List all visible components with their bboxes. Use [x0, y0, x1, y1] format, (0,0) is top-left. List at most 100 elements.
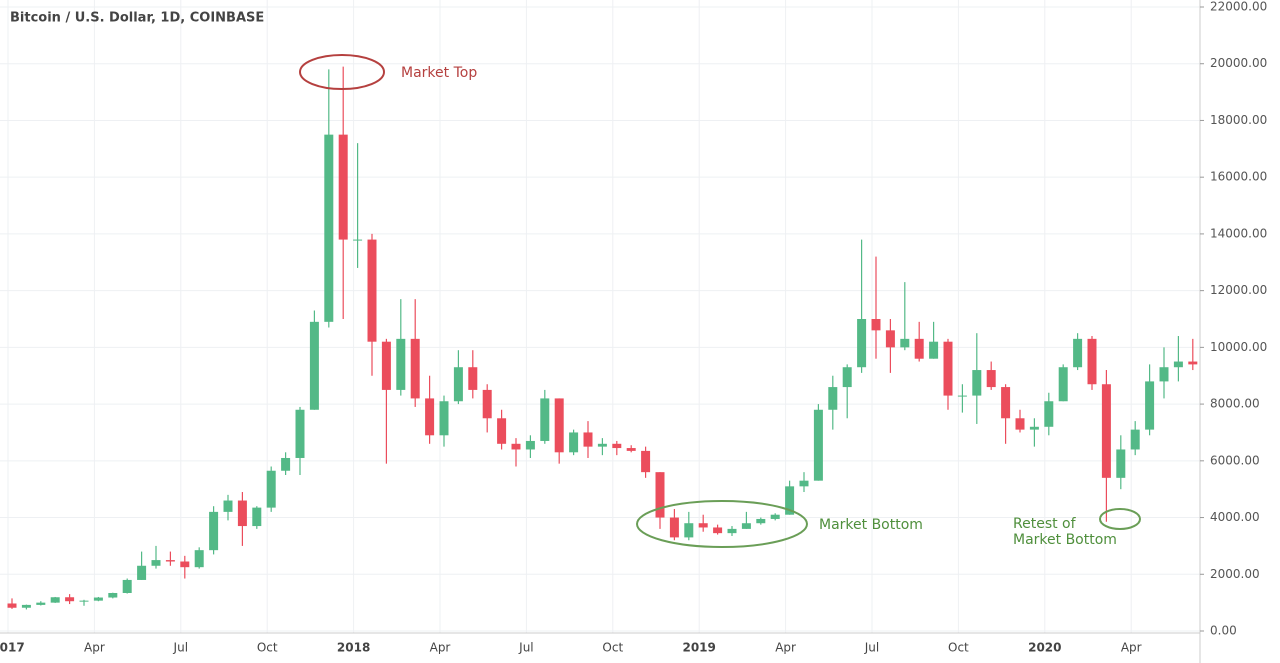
candle-body: [1173, 361, 1183, 368]
candle-body: [425, 398, 435, 436]
x-tick-label: Apr: [1121, 641, 1142, 655]
candle-body: [381, 341, 391, 390]
candle-body: [122, 579, 132, 593]
candle-body: [871, 319, 881, 331]
candle-body: [626, 448, 636, 451]
candle-body: [1087, 338, 1097, 385]
annotation: Market Top: [401, 65, 477, 81]
candle-body: [266, 470, 276, 508]
y-tick-label: 18000.00: [1210, 113, 1267, 127]
candle-body: [885, 330, 895, 348]
candle-body: [209, 511, 219, 551]
candle-body: [1044, 401, 1054, 427]
candle-body: [943, 341, 953, 396]
x-tick-label: 2018: [337, 641, 370, 655]
candle-body: [655, 472, 665, 518]
candle-body: [957, 395, 967, 397]
candle-body: [727, 528, 737, 534]
x-tick-label: 2019: [682, 641, 715, 655]
candle-body: [194, 550, 204, 568]
candles: [7, 66, 1198, 610]
candle-body: [281, 457, 291, 471]
candle-body: [1101, 384, 1111, 478]
candle-body: [1029, 426, 1039, 430]
y-tick-label: 2000.00: [1210, 567, 1260, 581]
candle-body: [324, 134, 334, 322]
candle-body: [741, 523, 751, 529]
candle-body: [497, 418, 507, 444]
annotation: Market Bottom: [1013, 532, 1117, 548]
candle-body: [453, 367, 463, 402]
candle-body: [151, 560, 161, 566]
candle-body: [828, 387, 838, 410]
chart-title: Bitcoin / U.S. Dollar, 1D, COINBASE: [10, 11, 264, 26]
candle-body: [36, 602, 46, 605]
candle-body: [1116, 449, 1126, 478]
candle-body: [857, 319, 867, 368]
x-tick-label: Oct: [257, 641, 278, 655]
y-tick-label: 20000.00: [1210, 56, 1267, 70]
candle-body: [410, 338, 420, 399]
candle-body: [554, 398, 564, 453]
candle-body: [7, 603, 17, 608]
candle-body: [21, 604, 31, 608]
candle-body: [295, 409, 305, 458]
y-tick-label: 12000.00: [1210, 283, 1267, 297]
labels: 0.00 2000.00 4000.00 6000.00 8000.00 10000.00…: [0, 0, 1267, 655]
candle-body: [525, 440, 535, 450]
candle-body: [972, 370, 982, 396]
candle-body: [223, 500, 233, 512]
x-tick-label: Jul: [173, 641, 188, 655]
candle-body: [93, 597, 103, 601]
candle-body: [1145, 381, 1155, 430]
candle-body: [669, 517, 679, 538]
candle-body: [367, 239, 377, 342]
candle-body: [65, 597, 75, 602]
candle-body: [180, 561, 190, 568]
x-tick-label: 2017: [0, 641, 25, 655]
top-ellipse: [299, 54, 385, 90]
x-tick-label: Oct: [948, 641, 969, 655]
candle-body: [108, 592, 118, 598]
candle-body: [79, 600, 89, 602]
candle-body: [1015, 418, 1025, 430]
candle-body: [540, 398, 550, 441]
candle-body: [597, 443, 607, 447]
candle-body: [396, 338, 406, 390]
x-tick-label: Jul: [864, 641, 879, 655]
candle-body: [468, 367, 478, 390]
y-tick-label: 4000.00: [1210, 510, 1260, 524]
candle-body: [1130, 429, 1140, 450]
candle-body: [1073, 338, 1083, 368]
x-tick-label: Apr: [775, 641, 796, 655]
y-tick-label: 6000.00: [1210, 453, 1260, 467]
grid: [0, 0, 1200, 633]
candle-body: [641, 450, 651, 473]
candle-body: [1001, 387, 1011, 419]
candle-body: [612, 443, 622, 449]
candle-body: [842, 367, 852, 388]
candle-body: [511, 443, 521, 450]
candle-body: [1159, 367, 1169, 382]
candle-body: [309, 321, 319, 410]
x-tick-label: 2020: [1028, 641, 1061, 655]
candle-body: [439, 401, 449, 436]
candle-body: [165, 560, 175, 562]
candle-body: [1188, 361, 1198, 365]
candle-body: [813, 409, 823, 481]
candle-body: [756, 518, 766, 524]
annotation: Market Bottom: [819, 517, 923, 533]
candle-body: [252, 507, 262, 527]
candle-body: [770, 514, 780, 519]
x-tick-label: Apr: [84, 641, 105, 655]
x-tick-label: Oct: [602, 641, 623, 655]
retest-ellipse: [1099, 508, 1141, 530]
candle-body: [684, 523, 694, 538]
bottom-ellipse: [636, 500, 808, 548]
candle-body: [137, 565, 147, 580]
candle-body: [569, 432, 579, 453]
candle-body: [237, 500, 247, 527]
candle-body: [482, 389, 492, 419]
candle-body: [713, 527, 723, 534]
